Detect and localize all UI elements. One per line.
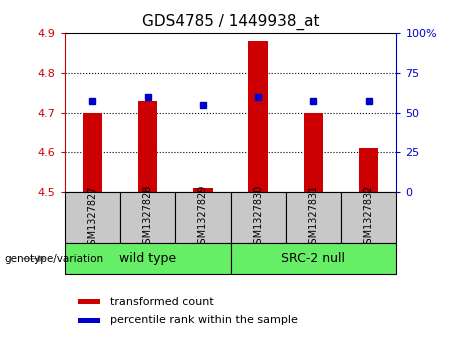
Text: GSM1327830: GSM1327830 bbox=[253, 185, 263, 250]
Text: transformed count: transformed count bbox=[110, 297, 213, 306]
Text: wild type: wild type bbox=[119, 252, 176, 265]
Text: GSM1327832: GSM1327832 bbox=[364, 185, 374, 250]
Bar bbox=[286, 192, 341, 243]
Text: GSM1327828: GSM1327828 bbox=[142, 185, 153, 250]
Bar bbox=[304, 113, 323, 192]
Bar bbox=[230, 192, 286, 243]
Bar bbox=[78, 299, 100, 304]
Text: percentile rank within the sample: percentile rank within the sample bbox=[110, 315, 297, 325]
Text: SRC-2 null: SRC-2 null bbox=[282, 252, 345, 265]
Text: GSM1327831: GSM1327831 bbox=[308, 185, 319, 250]
Bar bbox=[230, 243, 396, 274]
Bar bbox=[175, 192, 230, 243]
Bar bbox=[65, 192, 120, 243]
Text: genotype/variation: genotype/variation bbox=[5, 254, 104, 264]
Bar bbox=[83, 113, 102, 192]
Bar bbox=[193, 188, 213, 192]
Text: GSM1327829: GSM1327829 bbox=[198, 185, 208, 250]
Bar bbox=[359, 148, 378, 192]
Bar bbox=[78, 318, 100, 323]
Bar bbox=[65, 243, 230, 274]
Title: GDS4785 / 1449938_at: GDS4785 / 1449938_at bbox=[142, 14, 319, 30]
Bar bbox=[120, 192, 175, 243]
Bar bbox=[341, 192, 396, 243]
Bar bbox=[248, 41, 268, 192]
Bar bbox=[138, 101, 157, 192]
Text: GSM1327827: GSM1327827 bbox=[87, 185, 97, 250]
